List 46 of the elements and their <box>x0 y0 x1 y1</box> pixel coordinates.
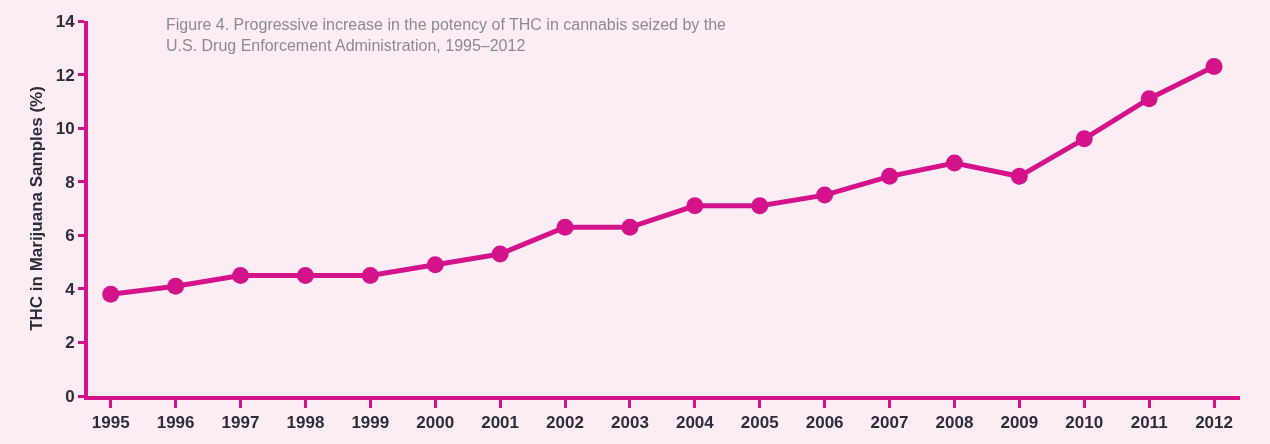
point <box>621 218 639 236</box>
point <box>491 245 509 263</box>
point <box>1010 167 1028 185</box>
x-tick-label: 2008 <box>935 413 974 433</box>
point <box>945 154 963 172</box>
y-tick-label: 12 <box>55 65 75 85</box>
x-tick-label: 2010 <box>1065 413 1104 433</box>
point <box>1140 90 1158 108</box>
point <box>556 218 574 236</box>
chart-title: Figure 4. Progressive increase in the potency of THC in cannabis seized by the U.S. Drug Enforcement Administration, 1995–2012 <box>166 16 727 54</box>
x-tick-label: 2011 <box>1130 413 1168 433</box>
point <box>426 256 444 274</box>
x-tick-label: 1998 <box>286 413 325 433</box>
point <box>816 186 834 204</box>
x-tick-label: 2005 <box>740 413 779 433</box>
x-tick-label: 2012 <box>1195 413 1233 433</box>
point <box>361 266 379 284</box>
point <box>881 167 899 185</box>
point <box>1075 130 1093 148</box>
x-tick-label: 1997 <box>221 413 260 433</box>
y-tick-label: 2 <box>65 333 75 353</box>
y-tick-label: 8 <box>65 172 75 192</box>
x-tick-label: 2009 <box>1000 413 1039 433</box>
point <box>686 197 704 215</box>
x-tick-label: 1996 <box>156 413 195 433</box>
x-tick-label: 2002 <box>546 413 584 433</box>
x-tick-label: 2007 <box>870 413 909 433</box>
y-axis-title: THC in Marijuana Samples (%) <box>26 86 46 331</box>
point <box>751 197 769 215</box>
y-tick-label: 14 <box>55 11 76 31</box>
point <box>102 285 120 303</box>
x-tick-label: 2004 <box>675 413 715 433</box>
point <box>232 266 250 284</box>
x-tick-label: 2006 <box>805 413 844 433</box>
y-tick-label: 6 <box>65 226 75 246</box>
y-tick-label: 0 <box>65 386 75 406</box>
point <box>1205 58 1223 76</box>
x-tick-label: 2000 <box>416 413 455 433</box>
y-tick-label: 10 <box>55 119 75 139</box>
point <box>296 266 314 284</box>
point <box>167 277 185 295</box>
x-tick-label: 1995 <box>91 413 130 433</box>
x-tick-label: 2003 <box>611 413 649 433</box>
x-tick-label: 2001 <box>481 413 520 433</box>
x-tick-label: 1999 <box>351 413 390 433</box>
y-tick-label: 4 <box>65 279 76 299</box>
